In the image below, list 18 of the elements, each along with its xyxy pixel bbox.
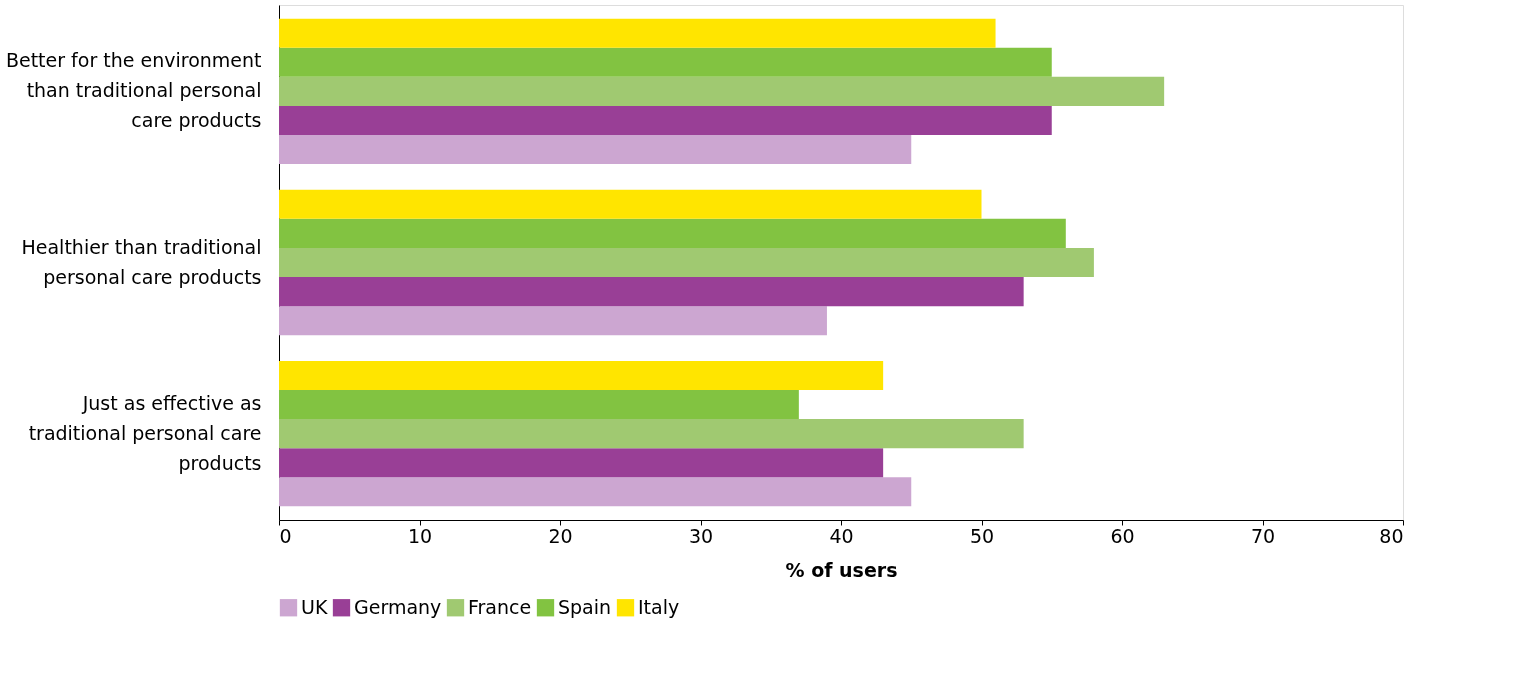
legend-label: Germany [354,595,442,618]
legend-label: Spain [558,595,612,618]
y-tick-label: Better for the environment than traditional personal care products [5,49,262,132]
x-tick-label: 60 [1110,524,1135,547]
x-tick-label: 80 [1379,524,1404,547]
legend-label: UK [301,595,328,618]
x-tick-label: 70 [1250,524,1276,547]
x-tick-label: 50 [969,524,995,547]
legend-label: Italy [638,595,680,618]
y-tick-label: Healthier than traditional personal care products [21,235,262,288]
legend-label: France [468,595,532,618]
x-axis-title: % of users [785,558,898,581]
x-tick-label: 10 [407,524,433,547]
x-tick-label: 40 [829,524,854,547]
x-tick-label: 0 [279,524,292,547]
x-tick-label: 30 [688,524,714,547]
y-tick-label: Just as effective as traditional personal care products [28,391,262,474]
x-tick-label: 20 [548,524,573,547]
